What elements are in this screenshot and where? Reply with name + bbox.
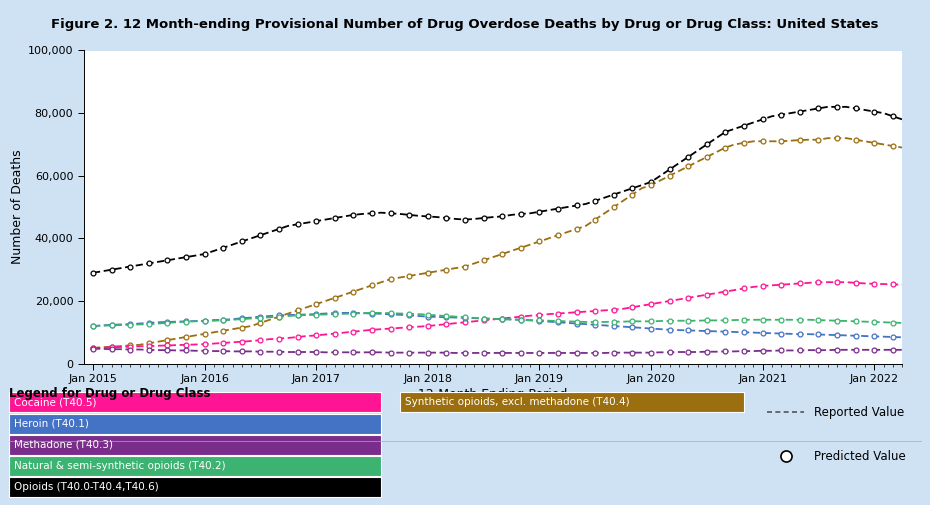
Text: Natural & semi-synthetic opioids (T40.2): Natural & semi-synthetic opioids (T40.2) (14, 461, 226, 471)
Text: Cocaine (T40.5): Cocaine (T40.5) (14, 397, 97, 408)
Text: Synthetic opioids, excl. methadone (T40.4): Synthetic opioids, excl. methadone (T40.… (405, 397, 630, 408)
Text: Methadone (T40.3): Methadone (T40.3) (14, 440, 113, 450)
Text: Predicted Value: Predicted Value (814, 449, 906, 463)
Text: Figure 2. 12 Month-ending Provisional Number of Drug Overdose Deaths by Drug or : Figure 2. 12 Month-ending Provisional Nu… (51, 18, 879, 31)
Text: Heroin (T40.1): Heroin (T40.1) (14, 419, 89, 429)
X-axis label: 12-Month Ending Period: 12-Month Ending Period (418, 388, 567, 401)
Y-axis label: Number of Deaths: Number of Deaths (10, 150, 23, 264)
Text: Reported Value: Reported Value (814, 406, 904, 419)
Text: Opioids (T40.0-T40.4,T40.6): Opioids (T40.0-T40.4,T40.6) (14, 482, 159, 492)
Text: Legend for Drug or Drug Class: Legend for Drug or Drug Class (9, 386, 211, 399)
